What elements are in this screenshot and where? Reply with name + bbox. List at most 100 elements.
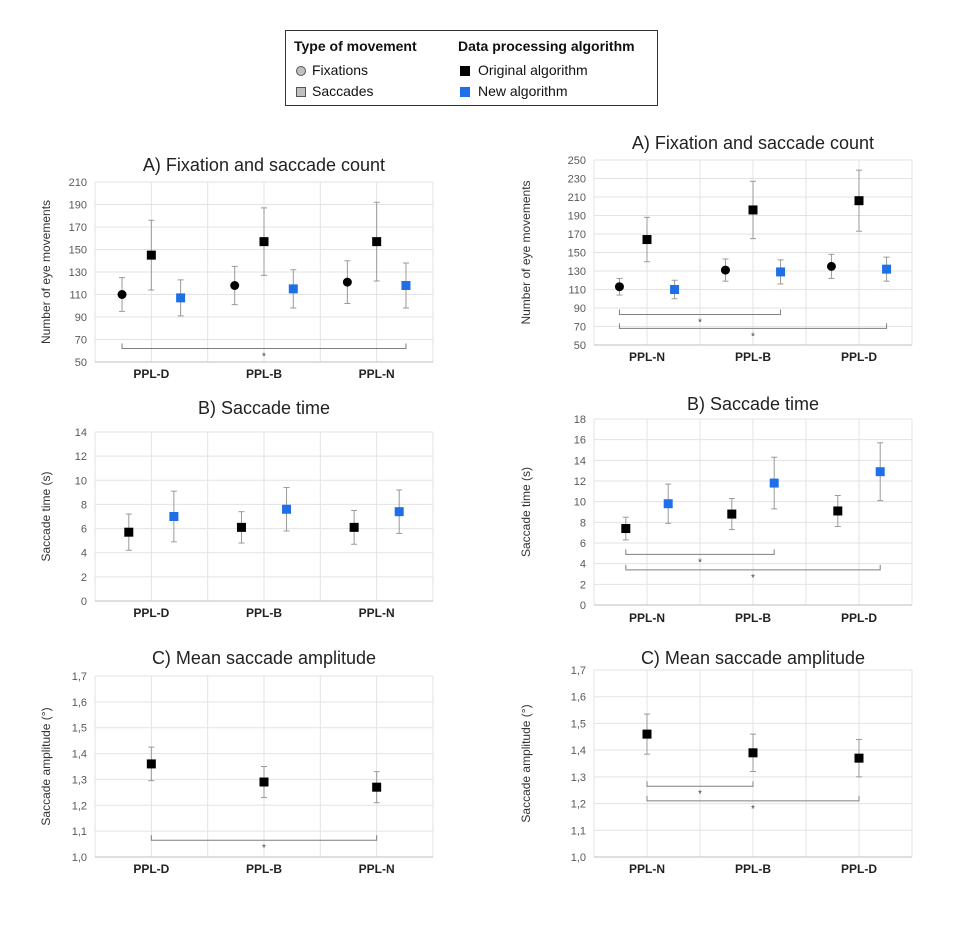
y-tick-label: 0 [81, 596, 87, 608]
category-label: PPL-D [133, 367, 169, 381]
chart-title: B) Saccade time [198, 398, 330, 418]
data-point-fixation [342, 277, 352, 287]
data-point-saccade [670, 285, 680, 294]
category-label: PPL-B [246, 862, 282, 876]
y-tick-label: 130 [69, 267, 87, 279]
data-point-saccade [621, 524, 631, 534]
chart-title: A) Fixation and saccade count [143, 155, 385, 175]
y-tick-label: 2 [580, 579, 586, 591]
y-tick-label: 18 [574, 414, 586, 426]
category-label: PPL-B [735, 862, 771, 876]
y-tick-label: 230 [568, 174, 586, 186]
chart-title: C) Mean saccade amplitude [152, 648, 376, 668]
data-point-fixation [117, 290, 127, 299]
data-point-saccade [748, 205, 758, 215]
data-point-saccade [833, 506, 843, 516]
data-point-fixation [720, 265, 730, 275]
data-point-saccade [769, 478, 779, 488]
data-point-saccade [372, 237, 382, 247]
y-tick-label: 1,2 [72, 800, 87, 812]
saccade-square-icon [296, 87, 306, 97]
original-algorithm-square-icon [460, 66, 470, 76]
category-label: PPL-D [841, 611, 877, 625]
y-tick-label: 190 [69, 200, 87, 212]
chart-title: A) Fixation and saccade count [632, 133, 874, 153]
y-tick-label: 1,6 [72, 697, 87, 709]
category-label: PPL-N [359, 367, 395, 381]
y-axis-label: Number of eye movements [519, 180, 533, 324]
y-tick-label: 50 [75, 357, 87, 369]
data-point-saccade [642, 235, 652, 245]
legend-fixations: Fixations [312, 62, 369, 78]
y-tick-label: 16 [574, 435, 586, 447]
category-label: PPL-N [629, 862, 665, 876]
data-point-saccade [776, 267, 786, 277]
significance-bracket [150, 835, 378, 841]
y-tick-label: 10 [75, 475, 87, 487]
data-point-saccade [146, 759, 156, 769]
data-point-saccade [259, 777, 269, 787]
y-tick-label: 6 [81, 524, 87, 536]
y-tick-label: 150 [69, 245, 87, 257]
data-point-fixation [230, 281, 240, 290]
y-tick-label: 1,1 [72, 826, 87, 838]
y-tick-label: 1,0 [571, 852, 586, 864]
y-tick-label: 1,7 [72, 671, 87, 683]
y-tick-label: 110 [69, 290, 87, 302]
category-label: PPL-B [735, 611, 771, 625]
data-point-saccade [394, 507, 404, 517]
y-tick-label: 8 [580, 517, 586, 529]
data-point-saccade [146, 250, 156, 260]
data-point-saccade [176, 293, 186, 303]
legend-algorithm-title: Data processing algorithm [458, 38, 635, 54]
category-label: PPL-N [629, 350, 665, 364]
y-tick-label: 1,4 [72, 749, 87, 761]
legend: Type of movement Data processing algorit… [285, 30, 658, 106]
y-tick-label: 150 [568, 248, 586, 260]
y-tick-label: 190 [568, 211, 586, 223]
significance-bracket [625, 564, 881, 571]
y-tick-label: 1,5 [571, 718, 586, 730]
category-label: PPL-B [246, 367, 282, 381]
y-tick-label: 14 [574, 455, 586, 467]
data-point-saccade [854, 196, 864, 206]
significance-bracket [625, 549, 775, 555]
y-axis-label: Number of eye movements [39, 200, 53, 344]
category-label: PPL-N [359, 606, 395, 620]
y-axis-label: Saccade amplitude (°) [519, 704, 533, 822]
y-tick-label: 1,4 [571, 745, 586, 757]
data-point-saccade [875, 467, 885, 477]
y-tick-label: 170 [568, 229, 586, 241]
category-label: PPL-D [841, 862, 877, 876]
significance-mark: * [698, 557, 702, 568]
y-tick-label: 250 [568, 155, 586, 167]
category-label: PPL-B [735, 350, 771, 364]
data-point-saccade [349, 522, 359, 532]
y-tick-label: 130 [568, 266, 586, 278]
significance-mark: * [262, 843, 266, 854]
category-label: PPL-D [133, 862, 169, 876]
data-point-saccade [288, 284, 298, 294]
data-point-saccade [727, 509, 737, 519]
y-tick-label: 1,3 [72, 774, 87, 786]
y-tick-label: 1,2 [571, 799, 586, 811]
y-tick-label: 110 [568, 285, 586, 297]
legend-original: Original algorithm [478, 62, 588, 78]
y-tick-label: 90 [574, 303, 586, 315]
legend-movement-title: Type of movement [294, 38, 417, 54]
data-point-fixation [826, 261, 836, 271]
y-tick-label: 1,6 [571, 692, 586, 704]
data-point-saccade [259, 237, 269, 247]
y-tick-label: 10 [574, 497, 586, 509]
significance-mark: * [751, 804, 755, 815]
chart-title: B) Saccade time [687, 394, 819, 414]
y-tick-label: 1,7 [571, 665, 586, 677]
significance-mark: * [751, 331, 755, 342]
data-point-saccade [169, 512, 179, 521]
